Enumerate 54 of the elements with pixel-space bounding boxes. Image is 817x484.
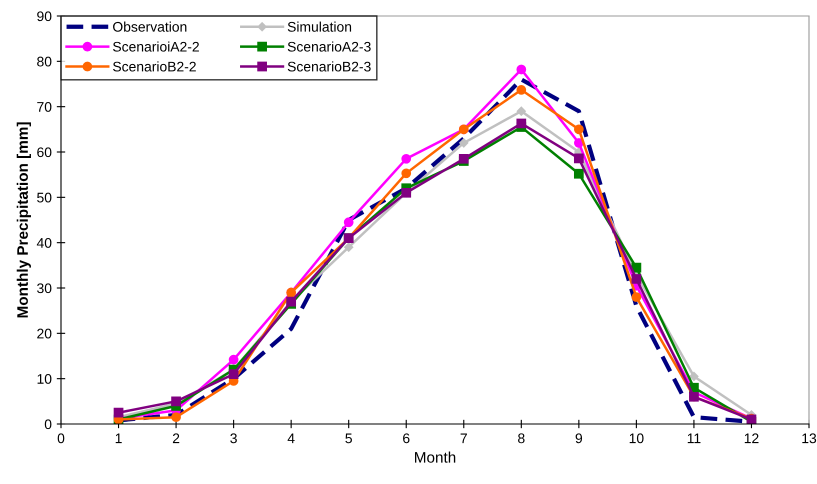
point xyxy=(114,408,124,418)
legend-label: Simulation xyxy=(288,22,352,32)
point xyxy=(458,154,469,164)
y-tick-label: 90 xyxy=(37,11,52,22)
legend-label: ScenarioA2-3 xyxy=(288,41,371,52)
y-tick-label: 40 xyxy=(36,238,52,248)
x-tick-label: 6 xyxy=(403,433,410,444)
x-tick-label: 2 xyxy=(172,433,180,444)
legend-label: ScenarioB2-3 xyxy=(288,61,371,72)
y-tick-label: 10 xyxy=(38,374,52,384)
point xyxy=(632,262,642,272)
point xyxy=(632,274,642,284)
x-axis-title: Month xyxy=(415,452,456,463)
point xyxy=(228,369,238,379)
x-tick-label: 0 xyxy=(58,433,64,444)
x-tick-label: 4 xyxy=(288,434,295,444)
y-tick-label: 30 xyxy=(37,283,52,294)
point xyxy=(401,168,412,178)
x-tick-label: 7 xyxy=(460,434,467,444)
y-axis-title: Monthly Precipitation [mm] xyxy=(16,122,31,318)
legend-label: Observation xyxy=(113,22,186,32)
y-tick-label: 50 xyxy=(37,192,52,203)
point xyxy=(228,354,238,364)
point xyxy=(401,154,412,164)
y-tick-label: 60 xyxy=(37,147,52,158)
point xyxy=(574,168,584,179)
x-tick-label: 12 xyxy=(744,433,758,444)
x-tick-label: 10 xyxy=(630,433,644,444)
x-tick-label: 11 xyxy=(688,434,700,444)
point xyxy=(516,106,526,116)
y-tick-label: 0 xyxy=(44,419,52,430)
point xyxy=(171,412,181,422)
point xyxy=(344,242,354,252)
y-tick-label: 70 xyxy=(37,102,52,112)
x-tick-label: 8 xyxy=(518,433,525,444)
point xyxy=(574,153,584,164)
x-tick-label: 3 xyxy=(230,433,237,444)
point xyxy=(516,64,526,74)
point xyxy=(516,85,526,95)
point xyxy=(689,372,699,382)
legend-label: ScenarioB2-2 xyxy=(113,61,196,72)
point xyxy=(344,217,354,228)
point xyxy=(516,118,526,128)
point xyxy=(459,138,468,148)
x-tick-label: 1 xyxy=(116,434,122,444)
x-tick-label: 13 xyxy=(802,433,816,444)
x-tick-label: 9 xyxy=(576,433,582,444)
x-tick-label: 5 xyxy=(345,434,352,444)
y-tick-label: 80 xyxy=(37,56,52,67)
point xyxy=(574,124,584,134)
point xyxy=(171,396,181,406)
legend-label: ScenarioiA2-2 xyxy=(113,41,199,52)
y-tick-label: 20 xyxy=(37,328,52,339)
point xyxy=(632,292,642,302)
